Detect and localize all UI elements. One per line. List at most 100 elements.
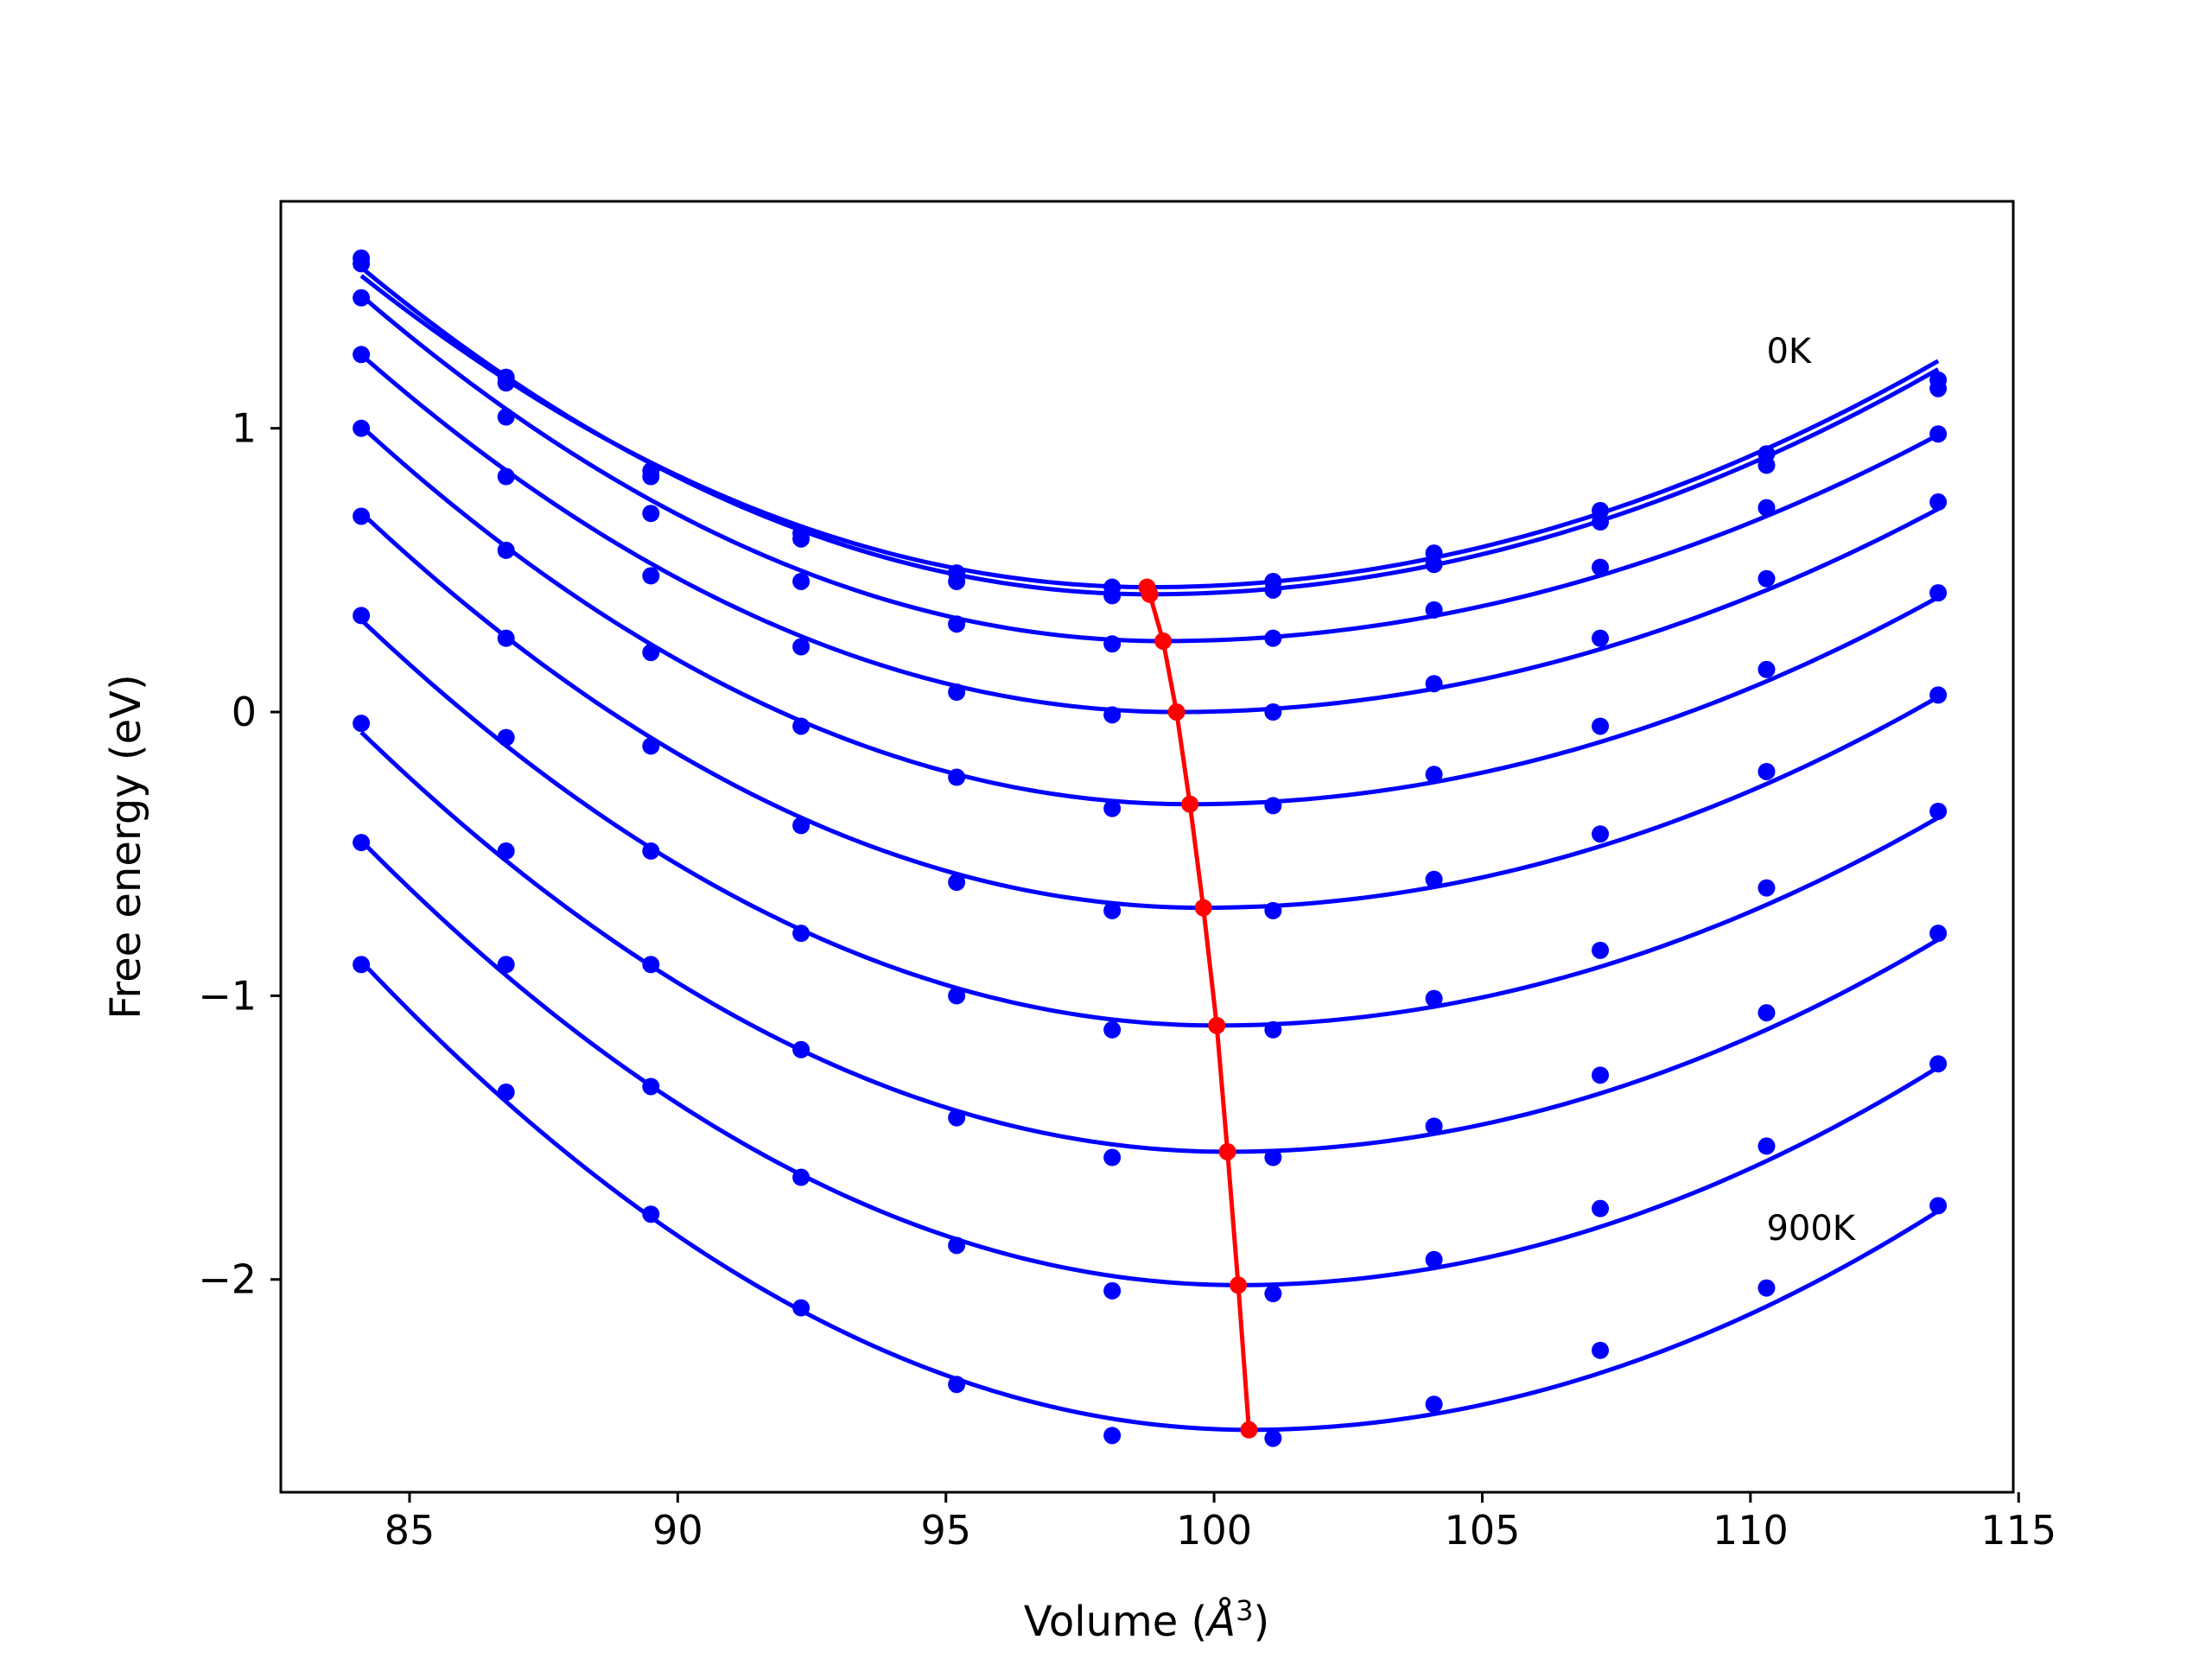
data-point	[1425, 870, 1443, 888]
data-point	[1103, 1020, 1122, 1039]
data-point	[497, 956, 515, 974]
x-tick-label: 110	[1713, 1507, 1789, 1554]
data-point	[497, 1084, 515, 1102]
data-point	[1592, 825, 1610, 843]
data-point	[353, 255, 371, 273]
data-point	[642, 956, 660, 974]
data-point	[1103, 1427, 1122, 1445]
data-point	[353, 507, 371, 525]
data-point	[948, 874, 966, 892]
data-point	[353, 834, 371, 852]
fit-curve-400K	[359, 424, 1940, 807]
data-point	[1103, 901, 1122, 919]
data-point	[948, 987, 966, 1005]
curve-annotation: 900K	[1766, 1209, 1856, 1249]
x-tick-label: 105	[1445, 1507, 1521, 1554]
data-point	[948, 683, 966, 702]
data-point	[1758, 569, 1776, 588]
fit-curve-900K	[359, 959, 1940, 1433]
data-point	[1592, 513, 1610, 531]
y-tick-label: 1	[232, 405, 257, 452]
data-point	[792, 1168, 810, 1186]
data-point	[1264, 629, 1282, 647]
x-tick-label: 95	[920, 1507, 971, 1554]
data-point	[1758, 1279, 1776, 1297]
data-point	[497, 842, 515, 860]
data-point	[1103, 635, 1122, 653]
fit-curve-800K	[359, 839, 1940, 1287]
data-point	[1425, 1117, 1443, 1135]
data-point	[792, 638, 810, 656]
data-point	[1929, 686, 1948, 704]
minimum-point	[1230, 1276, 1248, 1294]
data-point	[1103, 799, 1122, 817]
x-axis-label: Volume (Å3)	[1024, 1594, 1269, 1646]
data-point	[1758, 762, 1776, 780]
data-point	[792, 1299, 810, 1317]
minima-connector	[1145, 586, 1251, 1430]
data-point	[353, 346, 371, 364]
minimum-point	[1194, 899, 1212, 917]
data-point	[1264, 1020, 1282, 1039]
data-point	[1264, 1429, 1282, 1447]
data-point	[1425, 601, 1443, 619]
curve-annotation: 0K	[1766, 332, 1812, 372]
data-point	[1425, 1395, 1443, 1414]
data-point	[353, 289, 371, 307]
data-point	[1425, 556, 1443, 574]
data-point	[497, 408, 515, 426]
data-point	[1929, 1197, 1948, 1215]
y-tick-label: −1	[198, 972, 257, 1019]
data-point	[1264, 1285, 1282, 1303]
x-tick-label: 85	[385, 1507, 435, 1554]
data-point	[1425, 989, 1443, 1007]
minimum-point	[1181, 795, 1199, 813]
data-point	[948, 1236, 966, 1255]
data-point	[497, 728, 515, 747]
data-point	[792, 817, 810, 835]
data-point	[792, 530, 810, 548]
plot-frame	[279, 200, 2015, 1494]
data-point	[1758, 879, 1776, 897]
data-point	[1758, 660, 1776, 678]
data-point	[1929, 1055, 1948, 1073]
y-tick-label: 0	[232, 689, 257, 735]
data-point	[792, 572, 810, 590]
data-point	[642, 467, 660, 486]
data-point	[1929, 925, 1948, 943]
data-point	[1758, 499, 1776, 517]
data-point	[792, 1040, 810, 1058]
data-point	[1592, 1066, 1610, 1084]
data-point	[1103, 587, 1122, 605]
data-point	[948, 1109, 966, 1127]
data-point	[1592, 1199, 1610, 1217]
data-point	[1264, 797, 1282, 815]
data-point	[497, 374, 515, 392]
minima-line	[1138, 578, 1258, 1439]
x-tick-label: 115	[1980, 1507, 2056, 1554]
data-point	[1264, 1148, 1282, 1166]
data-point	[1758, 1004, 1776, 1022]
data-point	[1592, 558, 1610, 576]
data-point	[642, 567, 660, 585]
data-point	[1425, 766, 1443, 784]
axis-ticks: 85 90 95 100 105 110 115 1 0 −1 −2	[198, 405, 2056, 1554]
minimum-point	[1167, 703, 1185, 721]
y-tick-label: −2	[198, 1256, 257, 1303]
data-point	[642, 1205, 660, 1224]
data-point	[1425, 1250, 1443, 1268]
data-point	[1103, 1148, 1122, 1166]
data-point	[1929, 802, 1948, 820]
fit-curve-500K	[359, 511, 1940, 911]
minimum-point	[1141, 585, 1159, 603]
fit-curve-300K	[359, 353, 1940, 715]
data-point	[353, 607, 371, 625]
data-point	[1592, 941, 1610, 959]
minimum-point	[1208, 1016, 1226, 1034]
data-point	[1264, 901, 1282, 919]
data-point	[642, 1077, 660, 1096]
minimum-point	[1240, 1421, 1258, 1439]
data-points	[353, 249, 1948, 1447]
data-point	[948, 1376, 966, 1394]
